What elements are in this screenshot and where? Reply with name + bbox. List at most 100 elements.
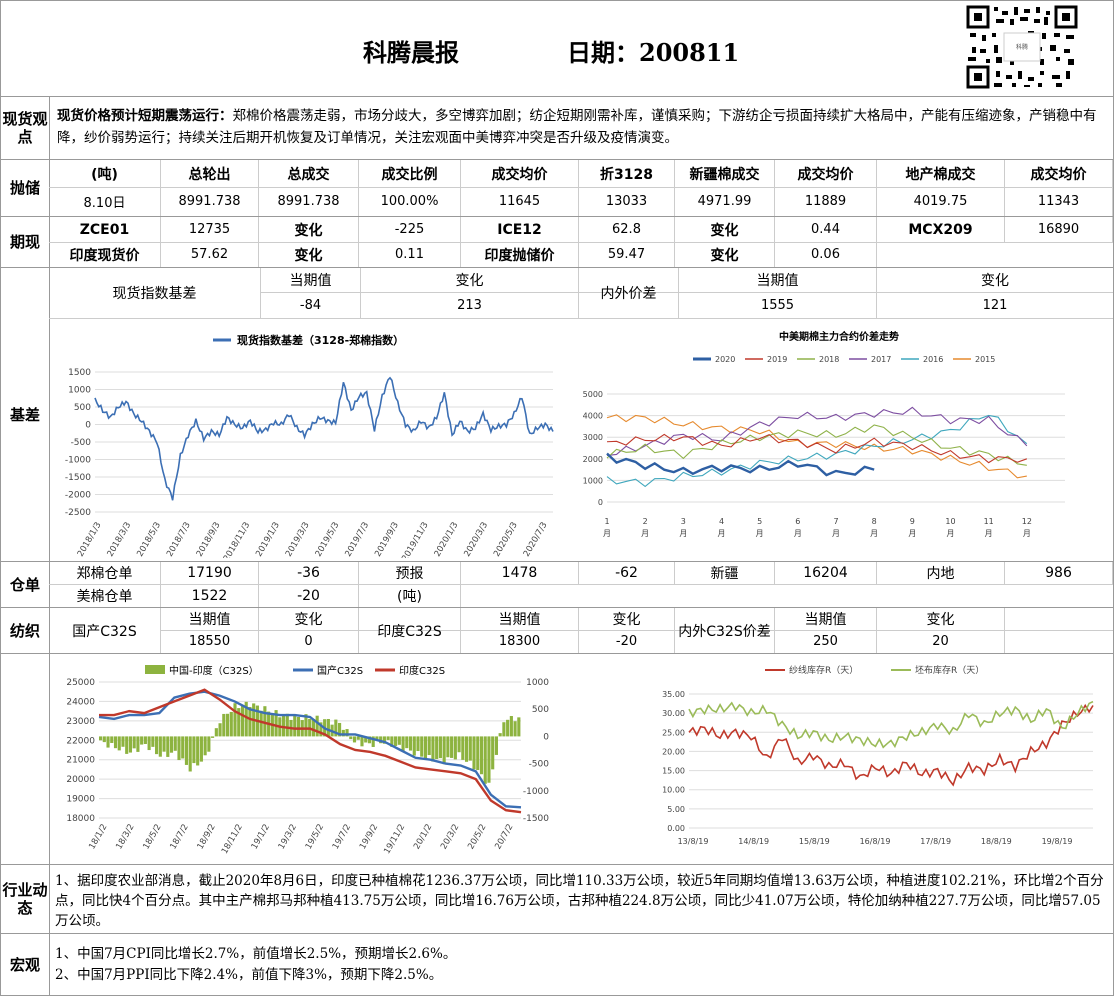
yarn-spread-bar <box>412 736 416 756</box>
yarn-spread-bar <box>177 736 181 761</box>
textile-domestic-current: 18550 <box>161 630 259 653</box>
spread-legend-label: 2020 <box>715 355 735 364</box>
xinjiang-label: 新疆 <box>675 562 775 584</box>
inventory-y-tick: 20.00 <box>662 747 685 756</box>
yarn-spread-bar <box>423 736 428 759</box>
spread-line-2019 <box>606 433 1028 464</box>
futures-spot-section: 期现 ZCE01 12735 变化 -225 ICE12 62.8 变化 0.44 MCX209… <box>1 217 1113 268</box>
yarn-spread-bar <box>487 736 491 783</box>
yarn-spread-bar <box>435 736 439 760</box>
basis-x-tick: 2019/3/3 <box>284 521 312 559</box>
ice12-label: ICE12 <box>461 217 579 242</box>
textile-domestic-change: 0 <box>259 630 359 653</box>
india-spot-change-label: 变化 <box>259 242 359 267</box>
inventory-y-tick: 0.00 <box>667 824 685 833</box>
report-title: 科腾晨报 <box>363 38 459 67</box>
auction-3128-header: 折3128 <box>579 160 675 187</box>
yarn-spread-bar <box>397 736 401 745</box>
basis-x-tick: 2019/11/3 <box>400 521 430 559</box>
yarn-x-tick: 20/5/2 <box>466 823 488 852</box>
basis-x-tick: 2018/7/3 <box>165 521 193 559</box>
spread-y-tick: 2000 <box>583 455 603 464</box>
inventory-y-tick: 15.00 <box>662 767 685 776</box>
spread-x-tick-unit: 月 <box>1023 529 1031 538</box>
spread-x-tick: 9 <box>910 517 915 526</box>
yarn-spread-bar <box>491 736 495 770</box>
inventory-y-tick: 25.00 <box>662 728 685 737</box>
basis-y-tick: -2500 <box>65 508 91 518</box>
yarn-spread-bar <box>106 736 110 748</box>
yarn-spread-bar <box>427 736 431 756</box>
yarn-spread-bar <box>450 736 454 758</box>
spread-line-2018 <box>606 424 1027 466</box>
yarn-x-tick: 20/7/2 <box>493 823 515 852</box>
inventory-x-tick: 17/8/19 <box>920 837 951 846</box>
yarn-y-tick-left: 20000 <box>66 775 95 785</box>
yarn-spread-bar <box>237 708 241 737</box>
basis-x-tick: 2020/3/3 <box>462 521 490 559</box>
auction-avg-price: 11645 <box>461 187 579 216</box>
ice12-price: 62.8 <box>579 217 675 242</box>
spot-view-text: 现货价格预计短期震荡运行：郑棉价格震荡走弱，市场分歧大，多空博弈加剧；纺企短期刚… <box>57 105 1105 149</box>
yarn-spread-bar <box>319 722 323 737</box>
yarn-legend-swatch <box>145 665 165 674</box>
yarn-spread-bar <box>334 719 338 737</box>
auction-local-deal: 4019.75 <box>877 187 1005 216</box>
basis-x-tick: 2020/7/3 <box>522 521 550 559</box>
basis-y-tick: -2000 <box>65 491 91 501</box>
basis-inner-outer-name: 内外价差 <box>579 268 679 318</box>
auction-total-deal-header: 总成交 <box>259 160 359 187</box>
yarn-spread-bar <box>442 736 446 765</box>
auction-xinjiang-deal: 4971.99 <box>675 187 775 216</box>
yarn-x-tick: 18/11/2 <box>220 823 245 856</box>
auction-local-deal-header: 地产棉成交 <box>877 160 1005 187</box>
basis-y-tick: 0 <box>85 421 91 431</box>
textile-india-current-header: 当期值 <box>461 608 579 630</box>
basis-x-tick: 2020/5/3 <box>492 521 520 559</box>
zce-warehouse-label: 郑棉仓单 <box>49 562 161 584</box>
spot-view-label: 现货观点 <box>1 97 50 159</box>
header: 科腾晨报 日期：200811 科腾 <box>1 1 1113 97</box>
textile-domestic-change-header: 变化 <box>259 608 359 630</box>
basis-x-tick: 2019/5/3 <box>314 521 342 559</box>
textile-spread-current-header: 当期值 <box>775 608 877 630</box>
spread-line-2016 <box>606 414 1028 488</box>
yarn-spread-bar <box>155 736 159 755</box>
spread-y-tick: 0 <box>598 498 603 507</box>
yarn-spread-bar <box>420 736 424 757</box>
yarn-spread-bar <box>506 719 510 737</box>
yarn-spread-bar <box>140 736 144 745</box>
yarn-spread-bar <box>102 736 106 743</box>
auction-local-avg: 11343 <box>1005 187 1113 216</box>
yarn-spread-bar <box>367 736 372 744</box>
yarn-spread-bar <box>147 736 151 751</box>
industry-section: 行业动态 1、据印度农业部消息，截止2020年8月6日，印度已种植棉花1236.… <box>1 865 1113 934</box>
spot-view-body: 郑棉价格震荡走弱，市场分歧大，多空博弈加剧；纺企短期刚需补库，谨慎采购；下游纺企… <box>57 108 1097 146</box>
india-spot-price: 57.62 <box>161 242 259 267</box>
ice12-change: 0.44 <box>775 217 877 242</box>
yarn-spread-bar <box>151 736 155 747</box>
spread-x-tick-unit: 月 <box>985 529 993 538</box>
yarn-spread-bar <box>173 736 177 751</box>
spread-x-tick: 4 <box>719 517 724 526</box>
yarn-spread-bar <box>259 710 263 737</box>
india-spot-change: 0.11 <box>359 242 461 267</box>
yarn-y-tick-left: 22000 <box>66 736 95 746</box>
basis-x-tick: 2020/1/3 <box>433 521 461 559</box>
spot-view-headline: 现货价格预计短期震荡运行： <box>57 108 233 124</box>
textile-charts-label-spacer <box>1 654 50 864</box>
basis-label: 基差 <box>1 268 50 561</box>
yarn-spread-bar <box>296 716 301 737</box>
zce-warehouse-change: -36 <box>259 562 359 584</box>
yarn-y-tick-left: 18000 <box>66 814 95 824</box>
basis-y-tick: -1500 <box>65 473 91 483</box>
yarn-spread-bar <box>117 736 121 751</box>
yarn-spread-bar <box>464 736 469 762</box>
spread-x-tick-unit: 月 <box>756 529 764 538</box>
yarn-spread-bar <box>352 736 357 743</box>
yarn-spread-bar <box>192 736 196 764</box>
inventory-x-tick: 16/8/19 <box>860 837 891 846</box>
yarn-spread-bar <box>438 736 442 759</box>
yarn-spread-bar <box>218 723 222 737</box>
